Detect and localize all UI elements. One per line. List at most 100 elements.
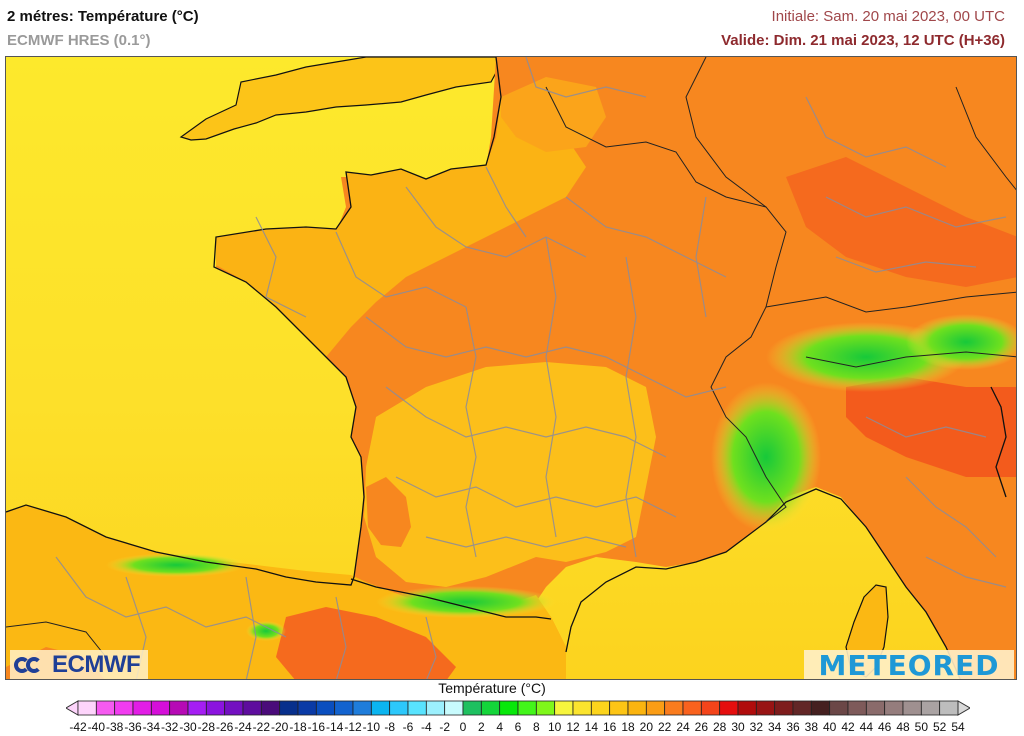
- colorbar-tick-label: 54: [951, 720, 965, 734]
- colorbar-tick-label: -12: [344, 720, 362, 734]
- colorbar-swatch: [939, 700, 959, 716]
- colorbar-swatch: [590, 700, 611, 716]
- colorbar-swatch: [114, 700, 134, 716]
- colorbar-swatch: [352, 700, 372, 716]
- colorbar-swatch: [847, 700, 867, 716]
- colorbar-swatch: [719, 700, 739, 716]
- colorbar-tick-label: -36: [124, 720, 142, 734]
- colorbar-swatch: [645, 700, 666, 716]
- colorbar-swatch: [499, 700, 519, 716]
- colorbar-tick-label: 12: [566, 720, 580, 734]
- colorbar-tick-label: -32: [160, 720, 179, 734]
- colorbar-tick-label: 24: [676, 720, 690, 734]
- colorbar-tick-label: -18: [289, 720, 307, 734]
- colorbar-tick-label: -8: [384, 720, 395, 734]
- colorbar-swatch: [462, 700, 482, 716]
- colorbar-swatch: [297, 700, 317, 716]
- colorbar-tick-label: -40: [87, 720, 105, 734]
- colorbar-tick-label: -42: [69, 720, 87, 734]
- colorbar-swatch: [627, 700, 647, 716]
- colorbar-tick-label: 36: [786, 720, 800, 734]
- meteored-logo: METEORED: [804, 648, 1014, 680]
- colorbar-swatch: [242, 700, 262, 716]
- colorbar-tick-label: -4: [420, 720, 432, 734]
- initial-time: Initiale: Sam. 20 mai 2023, 00 UTC: [771, 8, 1005, 25]
- colorbar-tick-label: 42: [841, 720, 855, 734]
- colorbar-under-arrow: [66, 700, 79, 716]
- colorbar-swatch: [535, 700, 556, 716]
- colorbar-tick-label: 34: [767, 720, 782, 734]
- colorbar-tick-label: -34: [142, 720, 160, 734]
- colorbar-tick-label: -14: [325, 720, 344, 734]
- colorbar-tick-label: 18: [621, 720, 635, 734]
- colorbar-swatch: [169, 700, 189, 716]
- colorbar-swatch: [132, 700, 152, 716]
- colorbar-tick-label: 32: [749, 720, 764, 734]
- colorbar-swatch: [279, 700, 299, 716]
- colorbar-swatch: [865, 700, 886, 716]
- colorbar-tick-label: 46: [877, 720, 892, 734]
- colorbar-swatch: [315, 700, 336, 716]
- colorbar-tick-label: 10: [547, 720, 562, 734]
- chart-title: 2 métres: Température (°C): [7, 8, 199, 25]
- colorbar-tick-label: 6: [514, 720, 522, 734]
- colorbar-tick-label: 16: [602, 720, 617, 734]
- colorbar-swatch: [480, 700, 501, 716]
- colorbar-tick-label: 28: [712, 720, 727, 734]
- colorbar-tick-label: 26: [694, 720, 709, 734]
- colorbar-tick-label: -28: [197, 720, 215, 734]
- colorbar-swatch: [737, 700, 757, 716]
- colorbar-tick-label: 50: [914, 720, 929, 734]
- ecmwf-logo: ECMWF: [10, 650, 148, 679]
- colorbar-tick-label: -24: [234, 720, 252, 734]
- colorbar-swatch: [444, 700, 464, 716]
- colorbar-tick-label: -38: [105, 720, 124, 734]
- colorbar-swatch: [260, 700, 281, 716]
- colorbar-tick-label: -10: [362, 720, 380, 734]
- colorbar-swatch: [334, 700, 354, 716]
- colorbar-tick-label: -26: [215, 720, 234, 734]
- colorbar-tick-label: 20: [639, 720, 654, 734]
- colorbar-tick-label: 38: [804, 720, 819, 734]
- map-graphic: [6, 57, 1016, 679]
- colorbar-tick-label: -2: [439, 720, 450, 734]
- colorbar-tick-label: 30: [731, 720, 745, 734]
- colorbar-tick-label: 14: [584, 720, 599, 734]
- colorbar-swatch: [609, 700, 629, 716]
- ecmwf-logo-icon: [14, 655, 48, 675]
- model-subtitle: ECMWF HRES (0.1°): [7, 32, 151, 49]
- colorbar-swatch: [224, 700, 244, 716]
- colorbar-tick-label: 8: [532, 720, 540, 734]
- colorbar-swatch: [902, 700, 922, 716]
- colorbar-swatch: [389, 700, 409, 716]
- colorbar-tick-label: -22: [252, 720, 270, 734]
- colorbar-swatch: [187, 700, 207, 716]
- colorbar-tick-label: 48: [896, 720, 910, 734]
- temperature-map: ECMWF METEORED: [5, 56, 1017, 680]
- valid-time: Valide: Dim. 21 mai 2023, 12 UTC (H+36): [721, 32, 1005, 49]
- colorbar-tick-label: -20: [270, 720, 289, 734]
- colorbar-tick-label: 44: [859, 720, 874, 734]
- colorbar-swatch: [700, 700, 721, 716]
- meteored-logo-text: METEORED: [818, 648, 1000, 680]
- colorbar-tick-labels: -42 -40 -38 -36 -34 -32 -30 -28 -26 -24 -22 -20 -18-…: [0, 720, 1024, 736]
- colorbar-tick-label: 2: [477, 720, 485, 734]
- colorbar-swatch: [150, 700, 171, 716]
- colorbar-swatch: [407, 700, 427, 716]
- colorbar-swatch: [517, 700, 537, 716]
- colorbar-tick-label: 40: [822, 720, 837, 734]
- colorbar-swatch: [682, 700, 702, 716]
- colorbar-swatch: [205, 700, 226, 716]
- colorbar-tick-label: -6: [402, 720, 414, 734]
- colorbar-tick-label: 4: [496, 720, 503, 734]
- colorbar-tick-label: 52: [932, 720, 947, 734]
- colorbar-tick-label: 0: [459, 720, 467, 734]
- colorbar-swatch: [572, 700, 592, 716]
- ecmwf-logo-text: ECMWF: [52, 651, 141, 678]
- colorbar-over-arrow: [957, 700, 970, 716]
- colorbar-tick-label: 22: [657, 720, 672, 734]
- colorbar-swatch: [829, 700, 849, 716]
- colorbar-swatch: [884, 700, 904, 716]
- colorbar-swatch: [755, 700, 776, 716]
- temperature-colorbar: [66, 700, 970, 716]
